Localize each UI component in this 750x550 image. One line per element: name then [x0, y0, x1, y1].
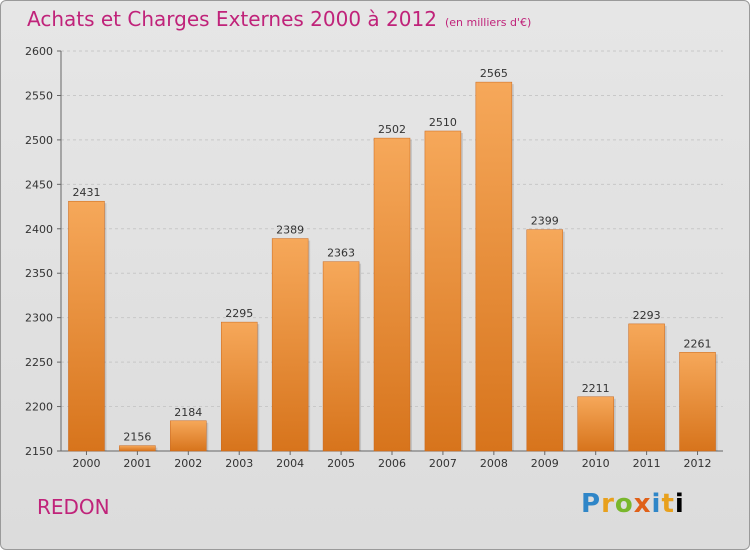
y-tick-label: 2450	[25, 178, 53, 191]
bar-value-label: 2389	[276, 224, 304, 237]
bar-2009	[526, 229, 564, 452]
proxiti-logo: Proxiti	[581, 489, 685, 519]
bar-2000	[68, 200, 105, 452]
place-name: REDON	[37, 495, 110, 519]
y-tick-label: 2150	[25, 445, 53, 458]
chart-title: Achats et Charges Externes 2000 à 2012 (e…	[27, 7, 531, 31]
bar-2007	[424, 130, 462, 452]
bar-value-label: 2565	[480, 67, 508, 80]
y-tick-label: 2300	[25, 312, 53, 325]
y-tick-label: 2350	[25, 267, 53, 280]
y-tick-label: 2500	[25, 134, 53, 147]
x-tick-label: 2005	[327, 457, 355, 470]
bar-value-label: 2399	[531, 215, 559, 228]
bar-2003	[220, 321, 258, 452]
x-tick-label: 2010	[582, 457, 610, 470]
x-tick-label: 2011	[633, 457, 661, 470]
bar-2010	[577, 396, 614, 452]
bar-value-label: 2363	[327, 247, 355, 260]
y-tick-label: 2200	[25, 401, 53, 414]
x-tick-label: 2000	[72, 457, 100, 470]
bar-value-label: 2293	[633, 309, 661, 322]
bar-2012	[679, 352, 716, 452]
bar-2006	[373, 137, 411, 452]
bar-value-label: 2261	[684, 337, 712, 350]
x-tick-label: 2002	[174, 457, 202, 470]
chart-subtitle: (en milliers d'€)	[444, 16, 532, 29]
y-tick-label: 2250	[25, 356, 53, 369]
x-tick-label: 2012	[684, 457, 712, 470]
bar-value-label: 2156	[123, 431, 151, 444]
bar-value-label: 2431	[72, 186, 100, 199]
bar-value-label: 2211	[582, 382, 610, 395]
bar-2011	[628, 323, 665, 452]
bar-value-label: 2510	[429, 116, 457, 129]
x-tick-label: 2004	[276, 457, 304, 470]
x-tick-label: 2001	[123, 457, 151, 470]
bar-value-label: 2184	[174, 406, 202, 419]
x-tick-label: 2003	[225, 457, 253, 470]
bar-2004	[271, 238, 309, 452]
x-tick-label: 2008	[480, 457, 508, 470]
y-tick-label: 2400	[25, 223, 53, 236]
y-tick-label: 2600	[25, 45, 53, 58]
y-tick-label: 2550	[25, 89, 53, 102]
x-tick-label: 2007	[429, 457, 457, 470]
bar-value-label: 2502	[378, 123, 406, 136]
bar-value-label: 2295	[225, 307, 253, 320]
bar-2002	[170, 420, 207, 452]
x-tick-label: 2009	[531, 457, 559, 470]
bar-2005	[322, 261, 360, 452]
bar-2001	[119, 445, 156, 452]
x-tick-label: 2006	[378, 457, 406, 470]
bar-2008	[475, 81, 513, 452]
chart-title-text: Achats et Charges Externes 2000 à 2012	[27, 7, 437, 31]
